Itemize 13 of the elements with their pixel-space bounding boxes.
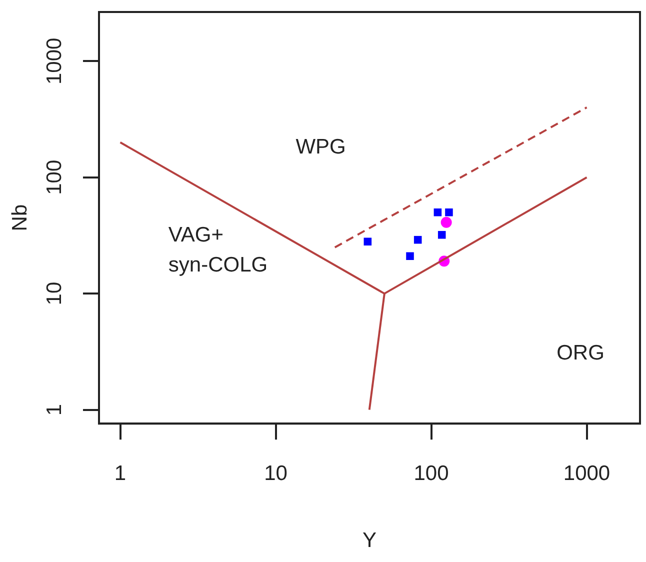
x-tick-label: 10 bbox=[264, 462, 288, 485]
y-tick-label: 1000 bbox=[42, 38, 66, 85]
x-tick-label: 1000 bbox=[563, 462, 610, 485]
y-axis-title: Nb bbox=[8, 204, 32, 232]
x-axis-title: Y bbox=[362, 529, 377, 552]
y-tick-label: 100 bbox=[42, 160, 66, 195]
x-tick-label: 100 bbox=[414, 462, 449, 485]
annotation: ORG bbox=[556, 341, 604, 364]
annotation: WPG bbox=[296, 136, 346, 159]
y-tick-label: 10 bbox=[42, 282, 66, 306]
annotation: VAG+ syn-COLG bbox=[168, 224, 268, 277]
x-tick-label: 1 bbox=[114, 462, 126, 485]
y-tick-label: 1 bbox=[42, 404, 66, 416]
